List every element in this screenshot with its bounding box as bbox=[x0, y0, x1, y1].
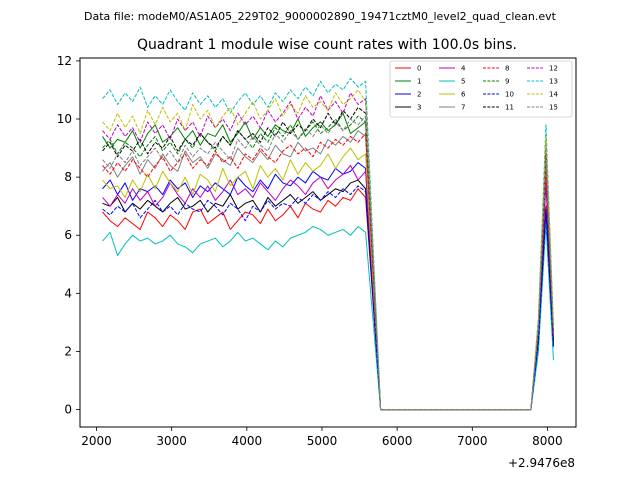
series-line-6 bbox=[102, 147, 554, 411]
legend-label-15: 15 bbox=[549, 104, 558, 112]
x-tick-label: 2000 bbox=[81, 434, 112, 448]
x-tick-label: 8000 bbox=[532, 434, 563, 448]
series-line-9 bbox=[102, 115, 554, 411]
series-line-4 bbox=[102, 165, 554, 411]
series-line-15 bbox=[102, 115, 554, 411]
legend-label-9: 9 bbox=[505, 78, 509, 86]
y-tick-label: 8 bbox=[64, 170, 72, 184]
legend-label-11: 11 bbox=[505, 104, 514, 112]
legend-label-3: 3 bbox=[417, 104, 421, 112]
legend-label-10: 10 bbox=[505, 91, 514, 99]
x-tick-label: 5000 bbox=[307, 434, 338, 448]
legend-label-4: 4 bbox=[461, 65, 466, 73]
series-line-2 bbox=[102, 162, 554, 411]
axes-frame bbox=[79, 57, 577, 428]
x-tick-label: 7000 bbox=[457, 434, 488, 448]
legend-box bbox=[389, 60, 573, 118]
chart-title: Quadrant 1 module wise count rates with … bbox=[137, 37, 517, 53]
series-line-8 bbox=[102, 133, 554, 411]
x-tick-label: 4000 bbox=[232, 434, 263, 448]
legend-label-0: 0 bbox=[417, 65, 421, 73]
series-line-0 bbox=[102, 188, 554, 411]
legend-label-8: 8 bbox=[505, 65, 509, 73]
legend-label-7: 7 bbox=[461, 104, 465, 112]
series-line-5 bbox=[102, 223, 554, 411]
legend-label-13: 13 bbox=[549, 78, 558, 86]
series-line-1 bbox=[102, 112, 554, 411]
y-tick-label: 0 bbox=[64, 403, 72, 417]
legend-label-5: 5 bbox=[461, 78, 465, 86]
legend-label-12: 12 bbox=[549, 65, 558, 73]
y-tick-label: 12 bbox=[57, 54, 72, 68]
series-line-10 bbox=[102, 185, 554, 411]
legend-label-6: 6 bbox=[461, 91, 466, 99]
series-line-7 bbox=[102, 130, 554, 411]
y-tick-label: 6 bbox=[64, 228, 72, 242]
plot-area bbox=[102, 77, 554, 411]
legend-label-1: 1 bbox=[417, 78, 421, 86]
legend-label-2: 2 bbox=[417, 91, 421, 99]
y-tick-label: 10 bbox=[57, 112, 72, 126]
figure-suptitle: Data file: modeM0/AS1A05_229T02_90000028… bbox=[84, 10, 557, 23]
x-tick-label: 3000 bbox=[156, 434, 187, 448]
y-tick-label: 4 bbox=[64, 286, 72, 300]
x-tick-label: 6000 bbox=[382, 434, 413, 448]
x-offset-text: +2.9476e8 bbox=[508, 456, 575, 470]
series-line-13 bbox=[102, 77, 554, 411]
legend-label-14: 14 bbox=[549, 91, 558, 99]
series-line-11 bbox=[102, 106, 554, 411]
y-tick-label: 2 bbox=[64, 344, 72, 358]
